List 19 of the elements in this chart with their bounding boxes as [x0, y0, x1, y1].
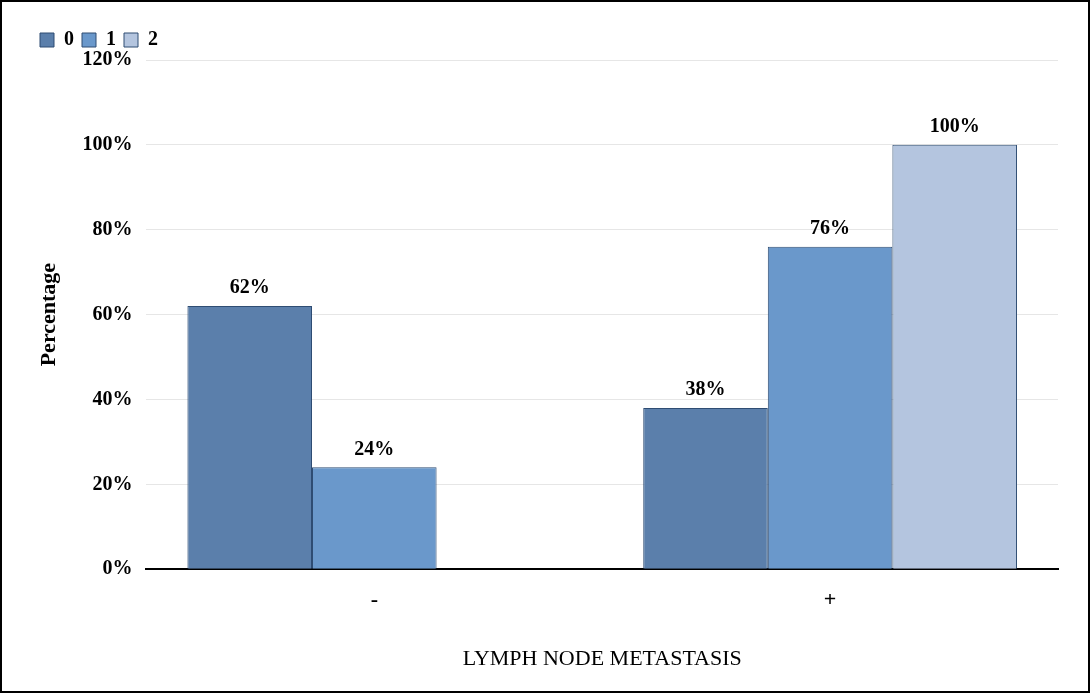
y-tick-label: 0% [102, 556, 133, 579]
y-tick-label: 80% [92, 216, 133, 239]
legend-label: 0 [64, 27, 74, 50]
data-label: 76% [810, 215, 851, 238]
legend-label: 2 [148, 27, 158, 50]
y-axis-title: Percentage [34, 262, 60, 367]
y-tick-label: 120% [82, 47, 133, 70]
y-tick-label: 20% [92, 471, 133, 494]
y-tick-label: 60% [92, 301, 133, 324]
data-label: 38% [685, 377, 726, 400]
x-axis-title: LYMPH NODE METASTASIS [462, 644, 742, 670]
x-tick-label: - [370, 586, 378, 612]
y-tick-label: 40% [92, 386, 133, 409]
y-tick-label: 100% [82, 132, 133, 155]
data-label: 62% [229, 275, 270, 298]
legend-label: 1 [106, 27, 116, 50]
x-tick-label: + [823, 586, 837, 612]
data-label: 100% [929, 114, 980, 137]
data-label: 24% [354, 436, 395, 459]
